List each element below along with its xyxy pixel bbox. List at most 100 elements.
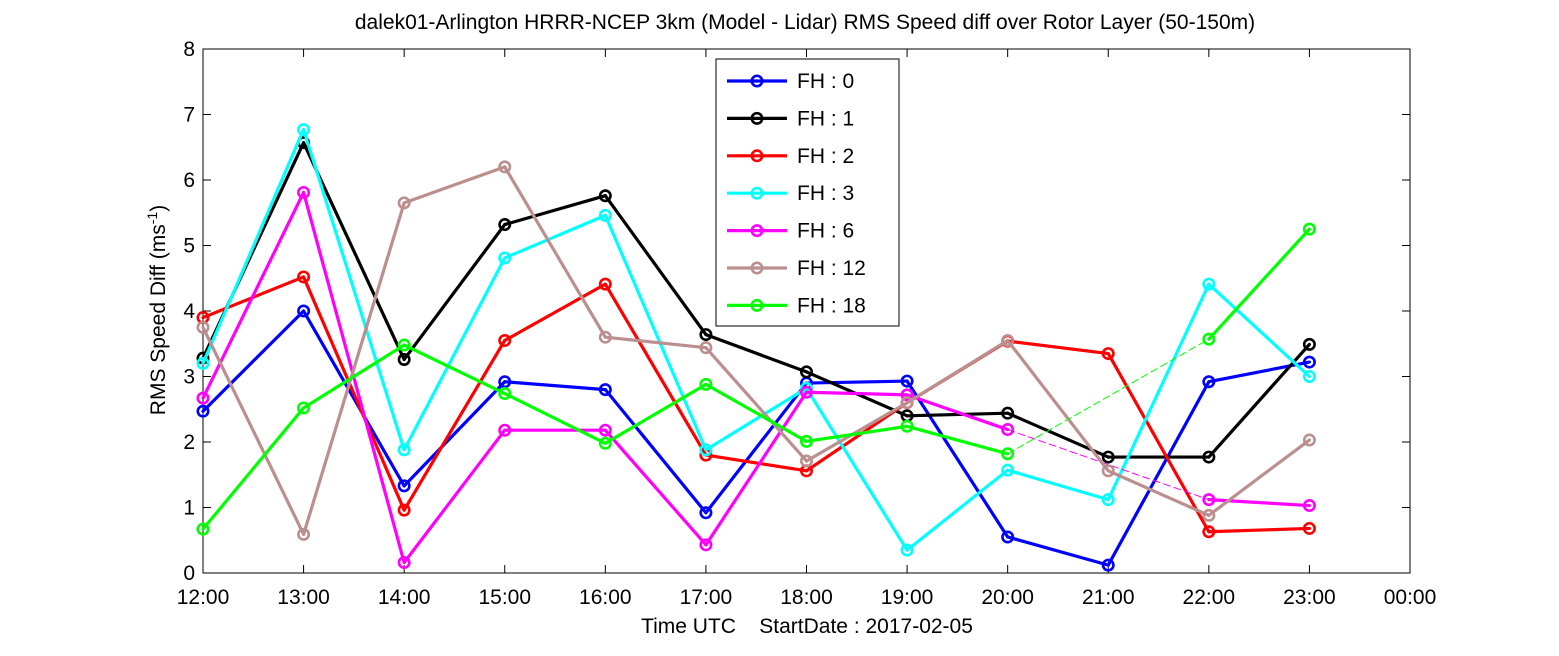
data-point — [598, 208, 612, 222]
chart-title: dalek01-Arlington HRRR-NCEP 3km (Model -… — [355, 11, 1255, 34]
data-point — [1202, 508, 1216, 522]
data-point — [799, 385, 813, 399]
data-point — [1202, 450, 1216, 464]
x-tick-label: 13:00 — [277, 586, 330, 609]
x-tick-label: 23:00 — [1283, 586, 1336, 609]
data-point — [598, 383, 612, 397]
data-point — [1101, 450, 1115, 464]
legend-item: FH : 3 — [727, 182, 854, 205]
y-tick-label: 6 — [183, 169, 195, 192]
y-tick-label: 2 — [183, 431, 195, 454]
series-line-segment — [1106, 351, 1211, 534]
data-point — [1302, 521, 1316, 535]
series-line-segment — [804, 401, 909, 463]
x-tick-label: 21:00 — [1082, 586, 1135, 609]
legend-label: FH : 1 — [797, 107, 854, 130]
data-point — [1302, 369, 1316, 383]
legend-item: FH : 18 — [727, 294, 866, 317]
y-tick-label: 0 — [183, 562, 195, 585]
series-line-segment — [201, 127, 306, 365]
data-point — [397, 196, 411, 210]
x-axis-label: Time UTC StartDate : 2017-02-05 — [641, 615, 973, 638]
legend: FH : 0 FH : 1 FH : 2 FH : 3 FH : 6 FH : 12 FH … — [715, 58, 900, 327]
series-line-segment — [704, 381, 809, 515]
legend-label: FH : 3 — [797, 182, 854, 205]
legend-label: FH : 18 — [797, 294, 866, 317]
x-tick-label: 20:00 — [981, 586, 1034, 609]
data-point — [196, 391, 210, 405]
y-axis-label: RMS Speed Diff (ms-1) — [144, 205, 170, 415]
series-line-segment — [301, 127, 406, 452]
legend-swatch-marker — [750, 186, 764, 200]
series-line-segment — [704, 382, 809, 443]
series-0 — [196, 304, 1316, 572]
series-line-segment — [1207, 526, 1312, 534]
data-point — [297, 123, 311, 137]
series-line-segment — [301, 309, 406, 488]
series-line-segment — [402, 343, 507, 396]
data-point — [1001, 333, 1015, 347]
data-point — [297, 401, 311, 415]
data-point — [498, 423, 512, 437]
series-line-segment — [201, 309, 306, 413]
data-point — [598, 277, 612, 291]
series-line-segment — [402, 380, 507, 488]
legend-swatch-marker — [750, 149, 764, 163]
data-point — [1302, 499, 1316, 513]
data-point — [900, 374, 914, 388]
data-point — [1101, 464, 1115, 478]
data-point — [397, 503, 411, 517]
data-point — [699, 538, 713, 552]
data-point — [699, 328, 713, 342]
series-line-segment — [402, 222, 507, 362]
data-point — [498, 387, 512, 401]
data-point — [1202, 277, 1216, 291]
legend-swatch-marker — [750, 298, 764, 312]
data-point — [397, 352, 411, 366]
series-3 — [196, 123, 1316, 557]
y-axis-label-end: ) — [147, 205, 170, 212]
series-line-segment — [704, 346, 809, 463]
series-gap-segment — [1007, 338, 1210, 455]
legend-item: FH : 1 — [727, 107, 854, 130]
series-line-segment — [503, 391, 607, 445]
series-line-segment — [201, 406, 306, 531]
x-tick-label: 12:00 — [177, 586, 230, 609]
series-line-segment — [704, 390, 809, 547]
series-line-segment — [1006, 468, 1110, 502]
data-point — [297, 304, 311, 318]
series-line-segment — [804, 390, 909, 397]
x-tick-label: 17:00 — [680, 586, 733, 609]
data-point — [498, 160, 512, 174]
legend-item: FH : 0 — [727, 70, 854, 93]
series-line-segment — [603, 388, 708, 515]
x-tick-label: 16:00 — [579, 586, 632, 609]
series-line-segment — [1207, 282, 1312, 379]
data-point — [900, 419, 914, 433]
data-point — [498, 218, 512, 232]
data-point — [699, 506, 713, 520]
series-line-segment — [503, 282, 607, 343]
data-point — [799, 365, 813, 379]
series-line-segment — [905, 379, 1010, 539]
y-tick-label: 5 — [183, 235, 195, 258]
data-point — [799, 434, 813, 448]
series-line-segment — [1106, 380, 1211, 567]
series-line-segment — [704, 453, 809, 473]
series-line-segment — [1006, 338, 1110, 473]
data-point — [699, 341, 713, 355]
series-line-segment — [301, 275, 406, 512]
series-line-segment — [603, 428, 708, 547]
series-line-segment — [503, 194, 607, 227]
data-point — [196, 356, 210, 370]
y-tick-label: 7 — [183, 104, 195, 127]
series-line-segment — [804, 424, 909, 443]
series-line-segment — [402, 256, 507, 452]
series-line-segment — [402, 165, 507, 205]
series-line-segment — [402, 428, 507, 565]
y-axis-label-text: RMS Speed Diff (ms — [147, 224, 170, 415]
series-line-segment — [603, 213, 708, 452]
legend-swatch-marker — [750, 111, 764, 125]
x-axis: 12:00 13:00 14:00 15:00 16:00 17:00 18:00 19:00… — [177, 49, 1436, 609]
series-line-segment — [503, 380, 607, 392]
